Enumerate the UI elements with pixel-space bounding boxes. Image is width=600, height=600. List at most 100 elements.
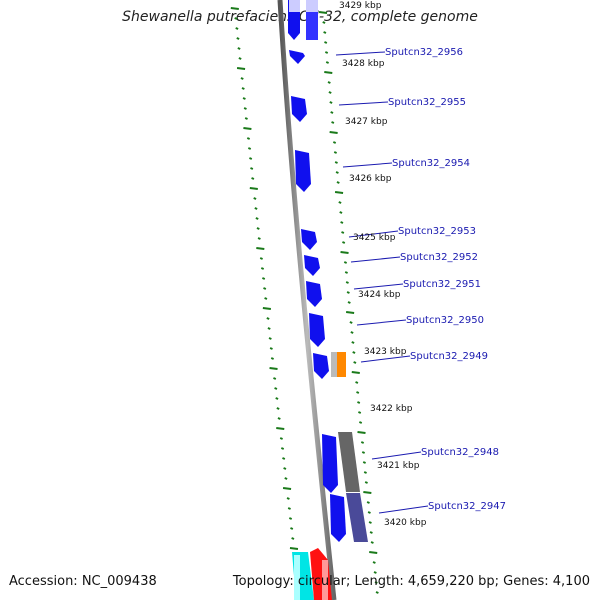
ring-tick	[335, 171, 339, 174]
ring-tick	[255, 217, 259, 220]
ring-tick	[267, 327, 271, 330]
ring-tick	[243, 127, 252, 130]
cog-bar-dark[interactable]	[338, 432, 360, 492]
gene-arrow[interactable]	[304, 255, 320, 276]
cog-bar-purple[interactable]	[346, 493, 368, 542]
ring-tick	[246, 137, 251, 140]
ring-tick	[343, 261, 348, 264]
gene-arrow[interactable]	[330, 494, 346, 542]
ring-tick	[329, 131, 338, 134]
ring-tick	[277, 417, 281, 420]
gene-label[interactable]: Sputcn32_2955	[388, 97, 466, 108]
gene-arrow[interactable]	[306, 281, 322, 307]
ring-tick	[324, 51, 329, 54]
ring-tick	[279, 437, 283, 440]
ring-tick	[369, 531, 373, 534]
gene-arrow[interactable]	[322, 434, 338, 493]
gene-arrow[interactable]	[301, 229, 317, 250]
position-label: 3421 kbp	[377, 461, 420, 471]
gene-label[interactable]: Sputcn32_2947	[428, 501, 506, 512]
ring-tick	[242, 97, 246, 100]
ring-tick	[363, 491, 372, 494]
gene-arrow[interactable]	[309, 313, 325, 347]
ring-tick	[259, 257, 263, 260]
gene-arrow[interactable]	[289, 50, 305, 64]
gene-label[interactable]: Sputcn32_2954	[392, 158, 470, 169]
gene-label[interactable]: Sputcn32_2949	[410, 351, 488, 362]
gene-feature[interactable]	[288, 0, 318, 40]
leader-line	[350, 256, 401, 263]
ring-tick	[247, 147, 252, 150]
ring-tick	[262, 307, 272, 310]
gene-label[interactable]: Sputcn32_2956	[385, 47, 463, 58]
ring-tick	[241, 87, 245, 90]
ring-tick	[360, 441, 365, 444]
ring-tick	[253, 197, 257, 200]
ring-tick	[283, 467, 287, 470]
position-label: 3423 kbp	[364, 347, 407, 357]
cog-bar-orange[interactable]	[331, 352, 346, 377]
cog-bar-red[interactable]	[310, 548, 332, 600]
gene-label[interactable]: Sputcn32_2952	[400, 252, 478, 263]
ring-tick	[334, 191, 344, 194]
gene-arrow[interactable]	[295, 150, 311, 192]
gene-arrow[interactable]	[313, 353, 329, 379]
accession-label: Accession: NC_009438	[9, 574, 157, 589]
cog-bar-cyan[interactable]	[292, 552, 314, 600]
ring-tick	[363, 471, 367, 474]
ring-tick	[287, 507, 291, 510]
ring-tick	[282, 487, 292, 490]
ring-tick	[268, 337, 272, 340]
ring-tick	[357, 431, 366, 434]
ring-tick	[276, 407, 280, 410]
position-label: 3424 kbp	[358, 290, 401, 300]
position-label: 3420 kbp	[384, 518, 427, 528]
ring-tick	[237, 47, 241, 50]
ring-tick	[340, 251, 349, 254]
ring-tick	[257, 237, 261, 240]
ring-tick	[269, 347, 273, 350]
gene-label[interactable]: Sputcn32_2948	[421, 447, 499, 458]
ring-tick	[262, 277, 266, 280]
ring-tick	[254, 207, 258, 210]
ring-tick	[351, 341, 355, 344]
ring-tick	[269, 367, 278, 370]
position-label: 3427 kbp	[345, 117, 388, 127]
gene-arrow[interactable]	[291, 96, 307, 122]
ring-tick	[334, 161, 338, 164]
ring-tick	[364, 481, 368, 484]
ring-tick	[336, 181, 340, 184]
ring-tick	[250, 167, 254, 170]
ring-tick	[328, 91, 332, 94]
ring-tick	[289, 547, 299, 550]
ring-tick	[333, 151, 338, 154]
ring-tick	[366, 501, 370, 504]
leader-line	[348, 230, 399, 238]
genome-summary: Topology: circular; Length: 4,659,220 bp…	[232, 574, 590, 589]
gene-label[interactable]: Sputcn32_2950	[406, 315, 484, 326]
ring-tick	[329, 101, 333, 104]
ring-tick	[234, 17, 238, 20]
ring-tick	[339, 211, 343, 214]
ring-tick	[236, 37, 240, 40]
ring-tick	[330, 111, 334, 114]
ring-tick	[273, 377, 277, 380]
gene-label[interactable]: Sputcn32_2953	[398, 226, 476, 237]
ring-tick	[243, 107, 247, 110]
position-label: 3422 kbp	[370, 404, 413, 414]
ring-tick	[244, 117, 248, 120]
ring-tick	[370, 541, 374, 544]
ring-tick	[361, 451, 366, 454]
ring-tick	[346, 291, 350, 294]
ring-tick	[331, 121, 335, 124]
leader-line	[371, 451, 422, 460]
gene-label[interactable]: Sputcn32_2951	[403, 279, 481, 290]
ring-tick	[276, 427, 285, 430]
ring-tick	[323, 31, 327, 34]
ring-tick	[373, 571, 377, 574]
ring-tick	[263, 287, 267, 290]
ring-tick	[282, 457, 286, 460]
ring-tick	[284, 477, 288, 480]
ring-tick	[375, 591, 379, 594]
